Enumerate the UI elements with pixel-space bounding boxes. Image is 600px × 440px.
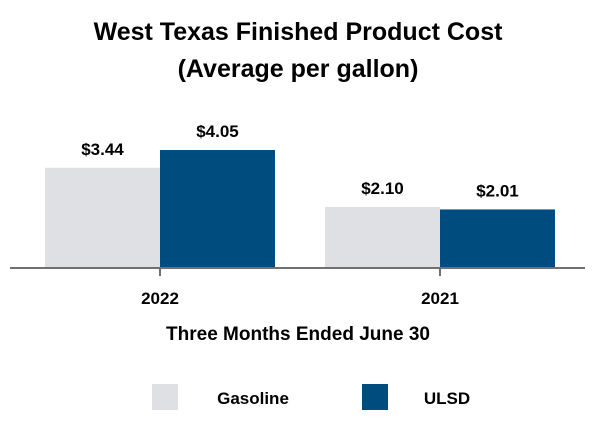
legend: Gasoline ULSD — [152, 384, 470, 410]
chart-title: West Texas Finished Product Cost — [94, 18, 504, 46]
value-label-ulsd-2021: $2.01 — [476, 181, 519, 200]
value-label-gasoline-2021: $2.10 — [361, 179, 404, 198]
bar-gasoline-2021 — [325, 206, 440, 268]
chart-subtitle: (Average per gallon) — [178, 55, 419, 83]
x-tick-label-2022: 2022 — [141, 289, 179, 308]
x-tick-label-2021: 2021 — [421, 289, 459, 308]
legend-swatch-gasoline — [152, 384, 178, 410]
value-label-gasoline-2022: $3.44 — [81, 140, 124, 159]
bar-gasoline-2022 — [45, 167, 160, 268]
bar-ulsd-2021 — [440, 209, 555, 268]
legend-label-gasoline: Gasoline — [217, 389, 289, 408]
legend-label-ulsd: ULSD — [424, 389, 470, 408]
bars-layer — [45, 150, 555, 268]
value-labels-layer: $3.44 $4.05 $2.10 $2.01 — [81, 122, 519, 200]
legend-swatch-ulsd — [362, 384, 388, 410]
ticks-layer: 2022 2021 — [141, 268, 459, 308]
bar-ulsd-2022 — [160, 150, 275, 268]
value-label-ulsd-2022: $4.05 — [196, 122, 239, 141]
x-axis-title: Three Months Ended June 30 — [166, 324, 430, 345]
